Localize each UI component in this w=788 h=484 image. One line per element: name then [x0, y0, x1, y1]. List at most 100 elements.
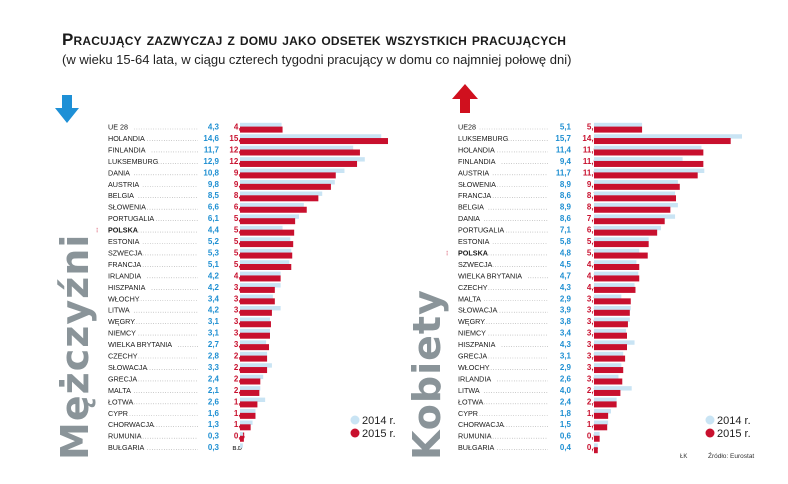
table-row: AUSTRIA 9,8 9,4	[108, 180, 335, 190]
bar-2015	[240, 229, 295, 236]
bar-2014	[240, 443, 243, 448]
value-2015: 0,6	[587, 432, 599, 441]
table-row: CYPR 1,6 1,6	[108, 409, 256, 419]
bar-2015	[240, 264, 292, 270]
value-2014: 7,1	[560, 226, 572, 235]
category-label: CHORWACJA	[458, 420, 504, 429]
category-label: PORTUGALIA	[108, 214, 154, 223]
bar-2015	[240, 367, 268, 374]
bar-2014	[240, 157, 365, 162]
value-2015: 3,2	[234, 317, 246, 326]
category-label: UE 28	[108, 123, 128, 132]
bar-2015	[240, 401, 258, 408]
bar-2015	[594, 195, 677, 202]
table-row: PORTUGALIA 6,1 5,7	[108, 214, 300, 225]
value-2015: 6,9	[234, 203, 246, 212]
bar-2015	[594, 172, 698, 179]
value-2014: 4,2	[208, 271, 220, 280]
bar-2015	[594, 367, 624, 374]
value-2014: 4,3	[208, 123, 220, 132]
table-row: SŁOWACJA 3,3 2,8	[108, 363, 272, 374]
table-row: DANIA 10,8 9,9	[108, 168, 345, 179]
value-2014: 2,7	[208, 340, 220, 349]
table-row: SZWECJA 5,3 5,4	[108, 248, 293, 259]
value-2015: 11,6	[583, 157, 599, 166]
table-row: UE28 5,1 5,1	[458, 123, 643, 133]
category-label: SŁOWACJA	[108, 363, 147, 372]
value-2014: 4,2	[208, 306, 220, 315]
value-2015: 8,1	[234, 191, 246, 200]
bar-2014	[240, 237, 291, 242]
value-2014: 3,3	[208, 363, 220, 372]
value-2014: 3,4	[208, 294, 220, 303]
category-label: WĘGRY	[108, 317, 135, 326]
table-row: GRECJA 2,4 2,1	[108, 374, 264, 385]
table-row: RUMUNIA 0,6 0,6	[458, 432, 600, 442]
category-label: NIEMCY	[108, 329, 136, 338]
value-2014: 2,8	[208, 352, 220, 361]
legend-marker-2014	[350, 415, 360, 425]
value-2015: 11,0	[583, 168, 599, 177]
category-label: CZECHY	[108, 352, 138, 361]
table-row: FINLANDIA 11,7 12,4	[108, 145, 360, 156]
category-label: AUSTRIA	[458, 168, 489, 177]
value-2015: 4,4	[234, 123, 246, 132]
category-label: BUŁGARIA	[108, 443, 145, 452]
category-label: RUMUNIA	[108, 432, 142, 441]
value-2015: 2,8	[587, 386, 599, 395]
category-label: SZWECJA	[458, 260, 493, 269]
category-label: FRANCJA	[108, 260, 141, 269]
bar-2014	[594, 225, 661, 231]
bar-2014	[240, 306, 281, 311]
table-row: WĘGRY 3,8 3,6	[458, 317, 630, 328]
value-2014: 8,9	[560, 203, 572, 212]
bar-2014	[240, 374, 264, 380]
value-2014: 3,1	[208, 329, 220, 338]
value-2015: 3,1	[234, 329, 246, 338]
category-label: WĘGRY	[458, 317, 485, 326]
table-row: UE 28 4,3 4,4	[108, 123, 283, 133]
bar-2014	[240, 180, 335, 185]
author-initials: ŁK	[680, 454, 687, 460]
value-2015: 6,7	[587, 226, 599, 235]
bar-2014	[594, 363, 622, 368]
table-row: ESTONIA 5,2 5,5	[108, 237, 294, 248]
value-2015: 3,9	[587, 294, 599, 303]
legend-label-2014: 2014 r.	[717, 415, 751, 427]
category-label: SZWECJA	[108, 248, 143, 257]
bar-2015	[240, 172, 336, 179]
bar-2015	[594, 355, 626, 362]
value-2014: 5,1	[560, 123, 572, 132]
value-2015: 3,3	[234, 306, 246, 315]
table-row: HOLANDIA 11,4 11,6	[458, 145, 704, 156]
value-2015: 5,5	[234, 237, 246, 246]
bar-2015	[594, 229, 658, 236]
bar-2014	[240, 397, 266, 402]
category-label: LUKSEMBURG	[108, 157, 159, 166]
bar-2014	[594, 157, 683, 162]
table-row: FRANCJA 5,1 5,3	[108, 260, 292, 270]
value-2014: 11,7	[204, 145, 220, 154]
highlight-marker: ⁝	[446, 250, 448, 257]
value-2015: 4,8	[587, 271, 599, 280]
value-2015: 12,1	[229, 157, 245, 166]
category-label: IRLANDIA	[108, 271, 141, 280]
value-2014: 3,1	[560, 352, 572, 361]
table-row: PORTUGALIA 7,1 6,7	[458, 226, 661, 236]
value-2015: 5,8	[587, 237, 599, 246]
value-2015: 0,4	[587, 443, 599, 452]
value-2015: 3,6	[587, 317, 599, 326]
bar-2015	[594, 241, 649, 248]
category-label: IRLANDIA	[458, 374, 491, 383]
bar-2014	[594, 248, 640, 254]
table-row: MALTA 2,1 2,0	[108, 386, 261, 396]
value-2014: 2,6	[208, 397, 220, 406]
table-row: WŁOCHY 3,4 3,6	[108, 294, 275, 305]
bar-2014	[594, 317, 630, 322]
bar-2014	[240, 317, 270, 322]
bar-2014	[240, 202, 304, 208]
category-label: ESTONIA	[108, 237, 140, 246]
bar-2014	[240, 168, 345, 173]
category-label: DANIA	[458, 214, 480, 223]
category-label: HISZPANIA	[458, 340, 496, 349]
